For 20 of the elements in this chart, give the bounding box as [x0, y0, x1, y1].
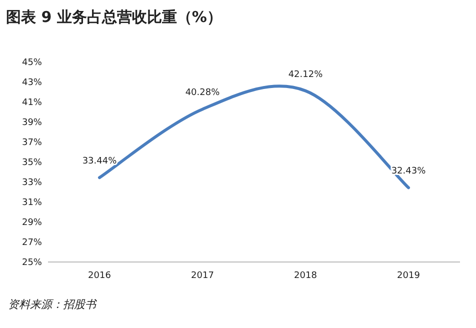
y-tick-label: 39% [22, 118, 42, 128]
data-label: 42.12% [288, 70, 324, 80]
x-tick-label: 2019 [397, 271, 420, 281]
text: 资料来源：招股书 [8, 298, 98, 311]
x-tick-label: 2016 [88, 271, 112, 281]
chart-title: 图表 9 业务占总营收比重（%） [6, 8, 222, 26]
y-tick-label: 43% [22, 78, 42, 88]
x-tick-label: 2017 [191, 271, 214, 281]
y-tick-label: 41% [22, 98, 42, 108]
x-tick-label: 2018 [294, 271, 318, 281]
y-tick-label: 45% [22, 58, 42, 68]
y-tick-label: 29% [22, 218, 42, 228]
data-label: 40.28% [185, 88, 220, 98]
y-tick-label: 33% [22, 178, 42, 188]
y-tick-label: 25% [22, 258, 42, 268]
y-tick-label: 27% [22, 238, 42, 248]
y-tick-label: 35% [22, 158, 42, 168]
y-tick-label: 37% [22, 138, 42, 148]
data-label: 33.44% [82, 156, 118, 167]
y-tick-label: 31% [22, 198, 42, 208]
